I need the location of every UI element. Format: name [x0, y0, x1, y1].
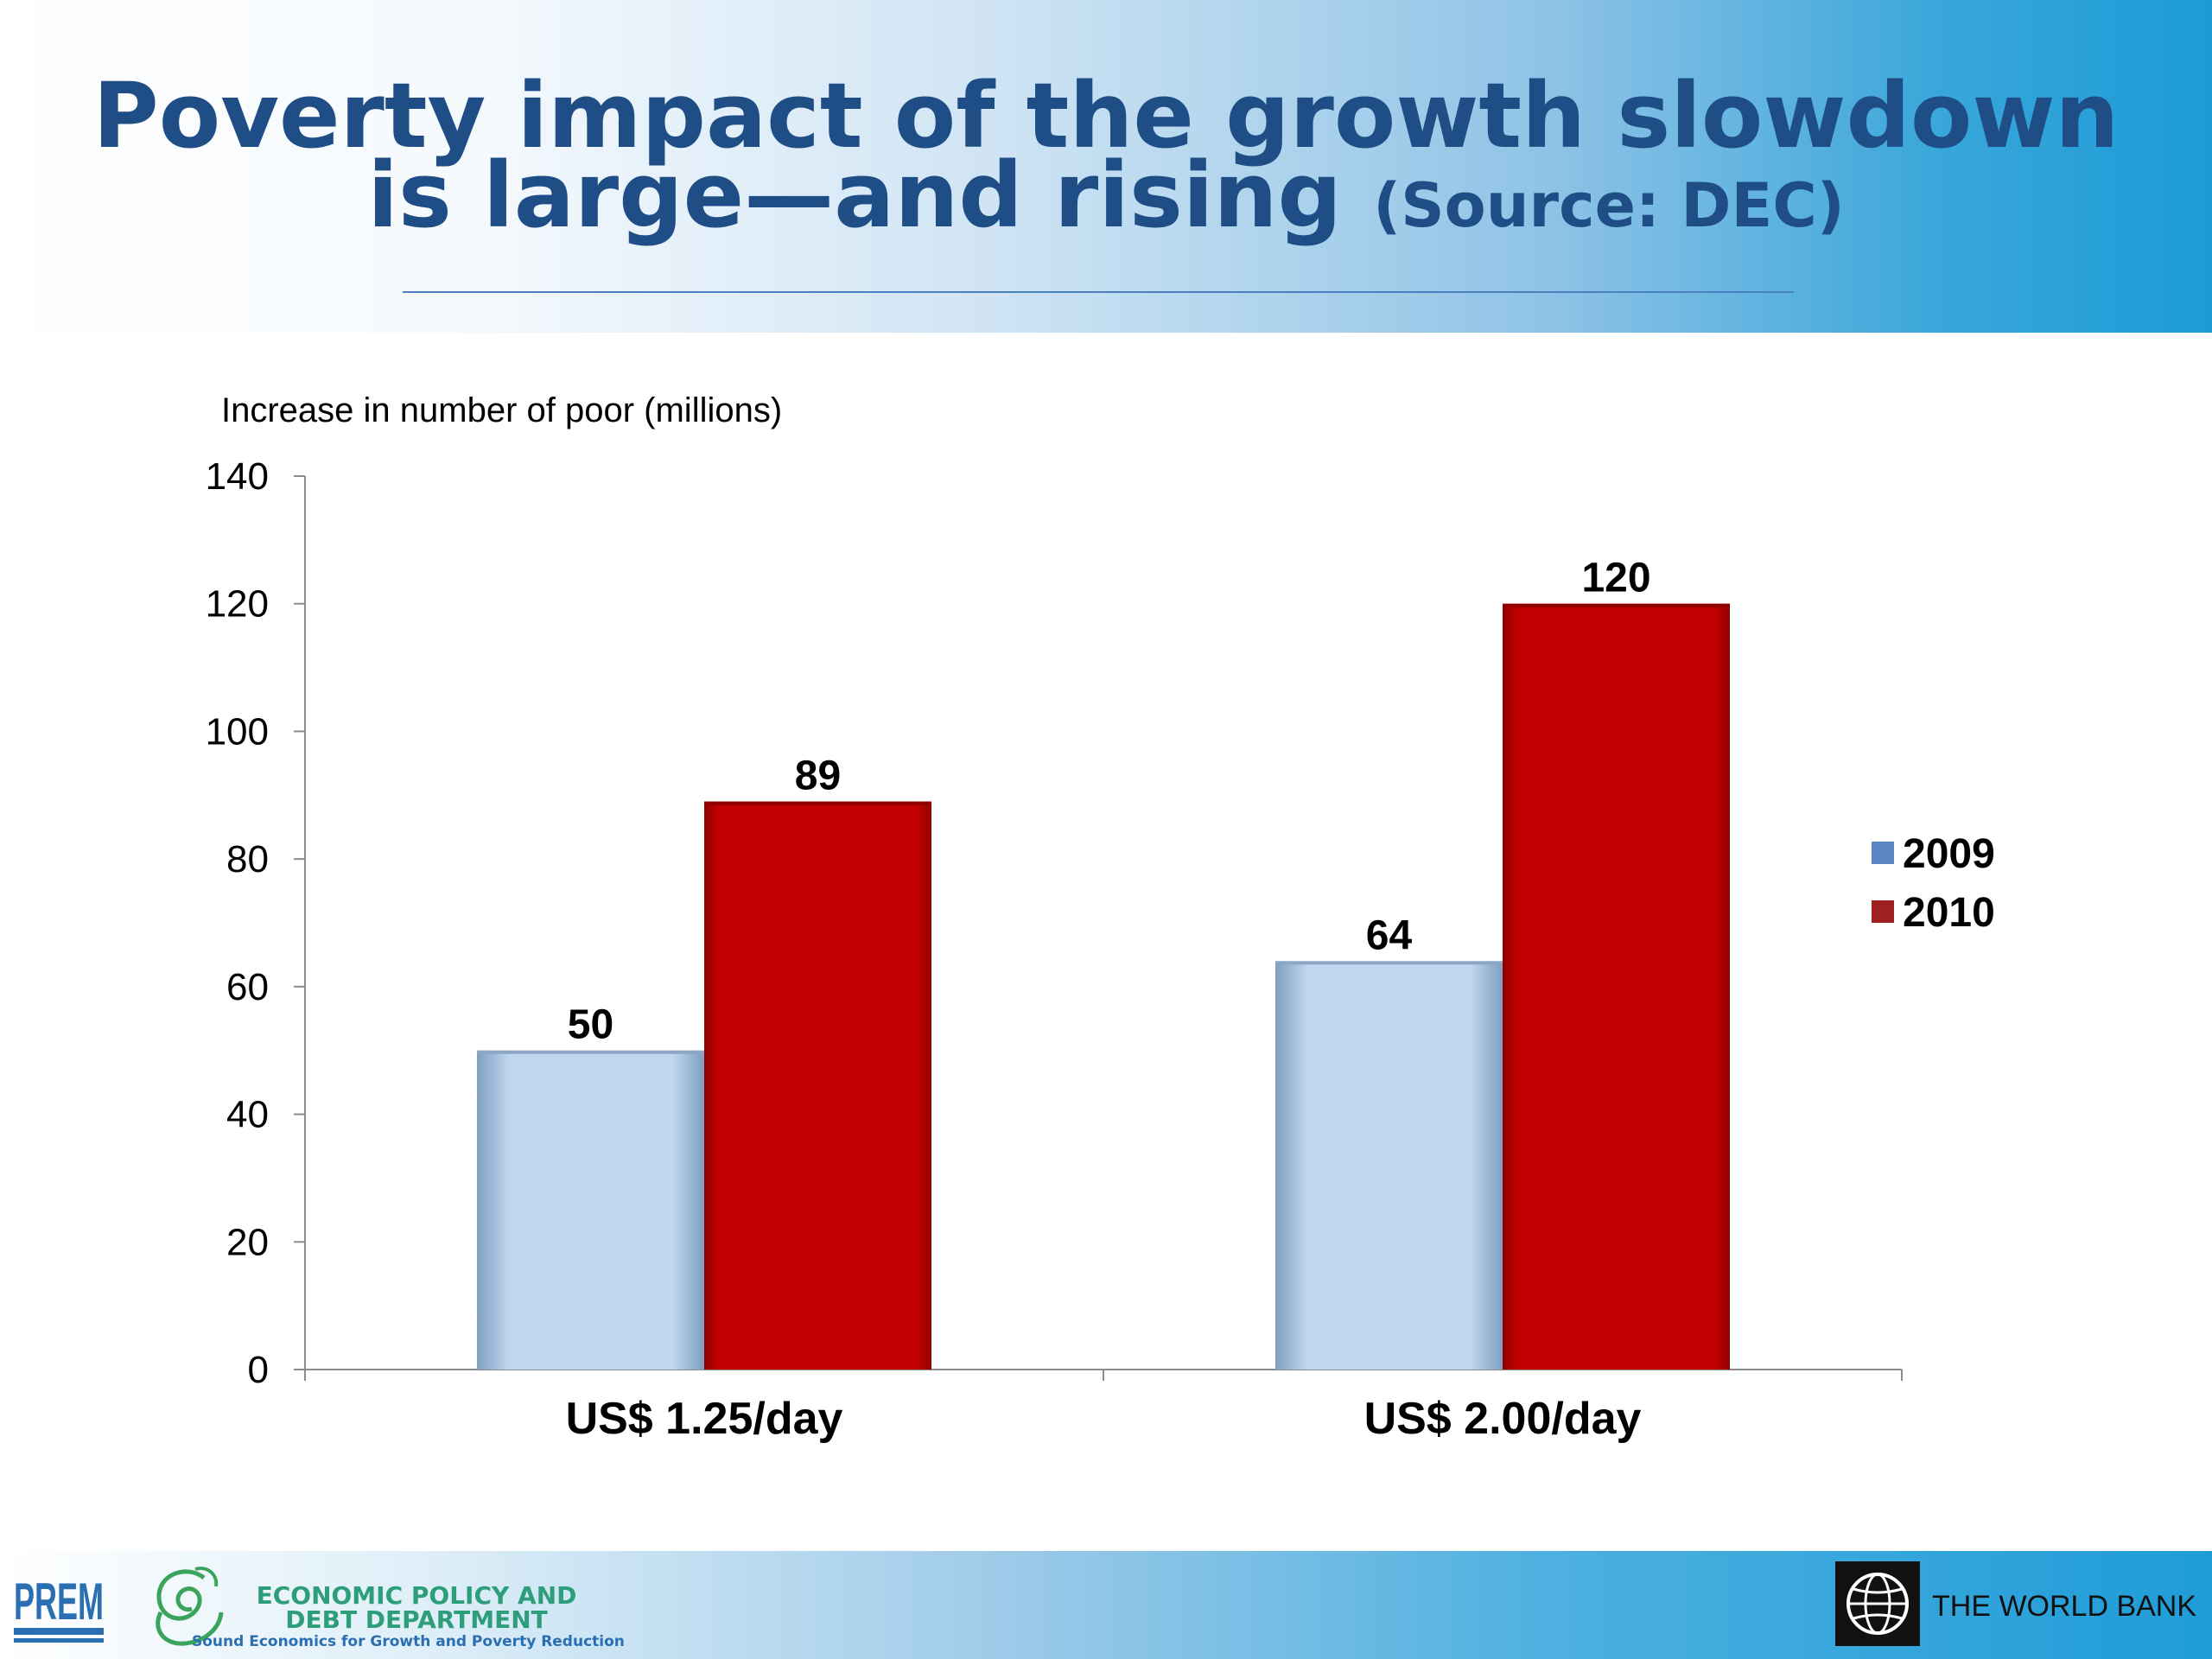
- prem-logo-text: PREM: [14, 1573, 104, 1630]
- title-source: (Source: DEC): [1373, 170, 1845, 241]
- globe-icon: [1847, 1573, 1909, 1635]
- y-tick-label: 100: [206, 710, 269, 753]
- prem-logo: PREM: [14, 1573, 104, 1643]
- bar-2010-1: [704, 801, 931, 1370]
- edd-line-1: ECONOMIC POLICY AND: [256, 1581, 577, 1610]
- edd-line-2: DEBT DEPARTMENT: [285, 1605, 548, 1634]
- x-category-label: US$ 1.25/day: [566, 1394, 843, 1444]
- bar-2010-2: [1503, 603, 1730, 1370]
- y-axis-label: Increase in number of poor (millions): [221, 391, 782, 429]
- y-tick-label: 0: [248, 1349, 269, 1391]
- chart-bars: 50 89 US$ 1.25/day 64 120 US$ 2.00/day: [477, 556, 1730, 1444]
- slide-header: [0, 0, 2212, 333]
- edd-name: ECONOMIC POLICY AND DEBT DEPARTMENT Soun…: [192, 1584, 641, 1651]
- data-label: 89: [795, 753, 841, 799]
- bar-2009-1: [477, 1050, 704, 1370]
- legend-swatch-2009: [1872, 842, 1894, 864]
- title-line-2: is large—and rising (Source: DEC): [0, 150, 2212, 245]
- x-category-label: US$ 2.00/day: [1364, 1394, 1642, 1444]
- y-tick-label: 120: [206, 583, 269, 626]
- world-bank-label: THE WORLD BANK: [1932, 1590, 2197, 1623]
- y-tick-label: 60: [226, 966, 269, 1008]
- title-line-2-text: is large—and rising: [367, 143, 1342, 248]
- bar-chart: Increase in number of poor (millions) 0 2…: [206, 391, 1995, 1444]
- legend-label-2009: 2009: [1903, 831, 1995, 877]
- chart-axes: 0 20 40 60 80 100 120 140: [206, 455, 1903, 1391]
- y-tick-label: 40: [226, 1094, 269, 1136]
- edd-tagline: Sound Economics for Growth and Poverty R…: [192, 1633, 625, 1650]
- chart-legend: 2009 2010: [1872, 831, 1995, 936]
- data-label: 120: [1581, 556, 1650, 601]
- y-tick-label: 80: [226, 838, 269, 880]
- title-divider: [403, 291, 1794, 293]
- y-tick-label: 140: [206, 455, 269, 498]
- world-bank-logo: [1835, 1561, 1920, 1646]
- edd-swirl-logo: [156, 1567, 224, 1646]
- bar-2009-2: [1275, 961, 1503, 1370]
- legend-swatch-2010: [1872, 900, 1894, 923]
- data-label: 64: [1366, 912, 1413, 958]
- y-tick-label: 20: [226, 1221, 269, 1263]
- slide-title: Poverty impact of the growth slowdown is…: [0, 63, 2212, 245]
- data-label: 50: [568, 1002, 613, 1048]
- title-line-1: Poverty impact of the growth slowdown: [92, 63, 2120, 168]
- legend-label-2010: 2010: [1903, 890, 1995, 936]
